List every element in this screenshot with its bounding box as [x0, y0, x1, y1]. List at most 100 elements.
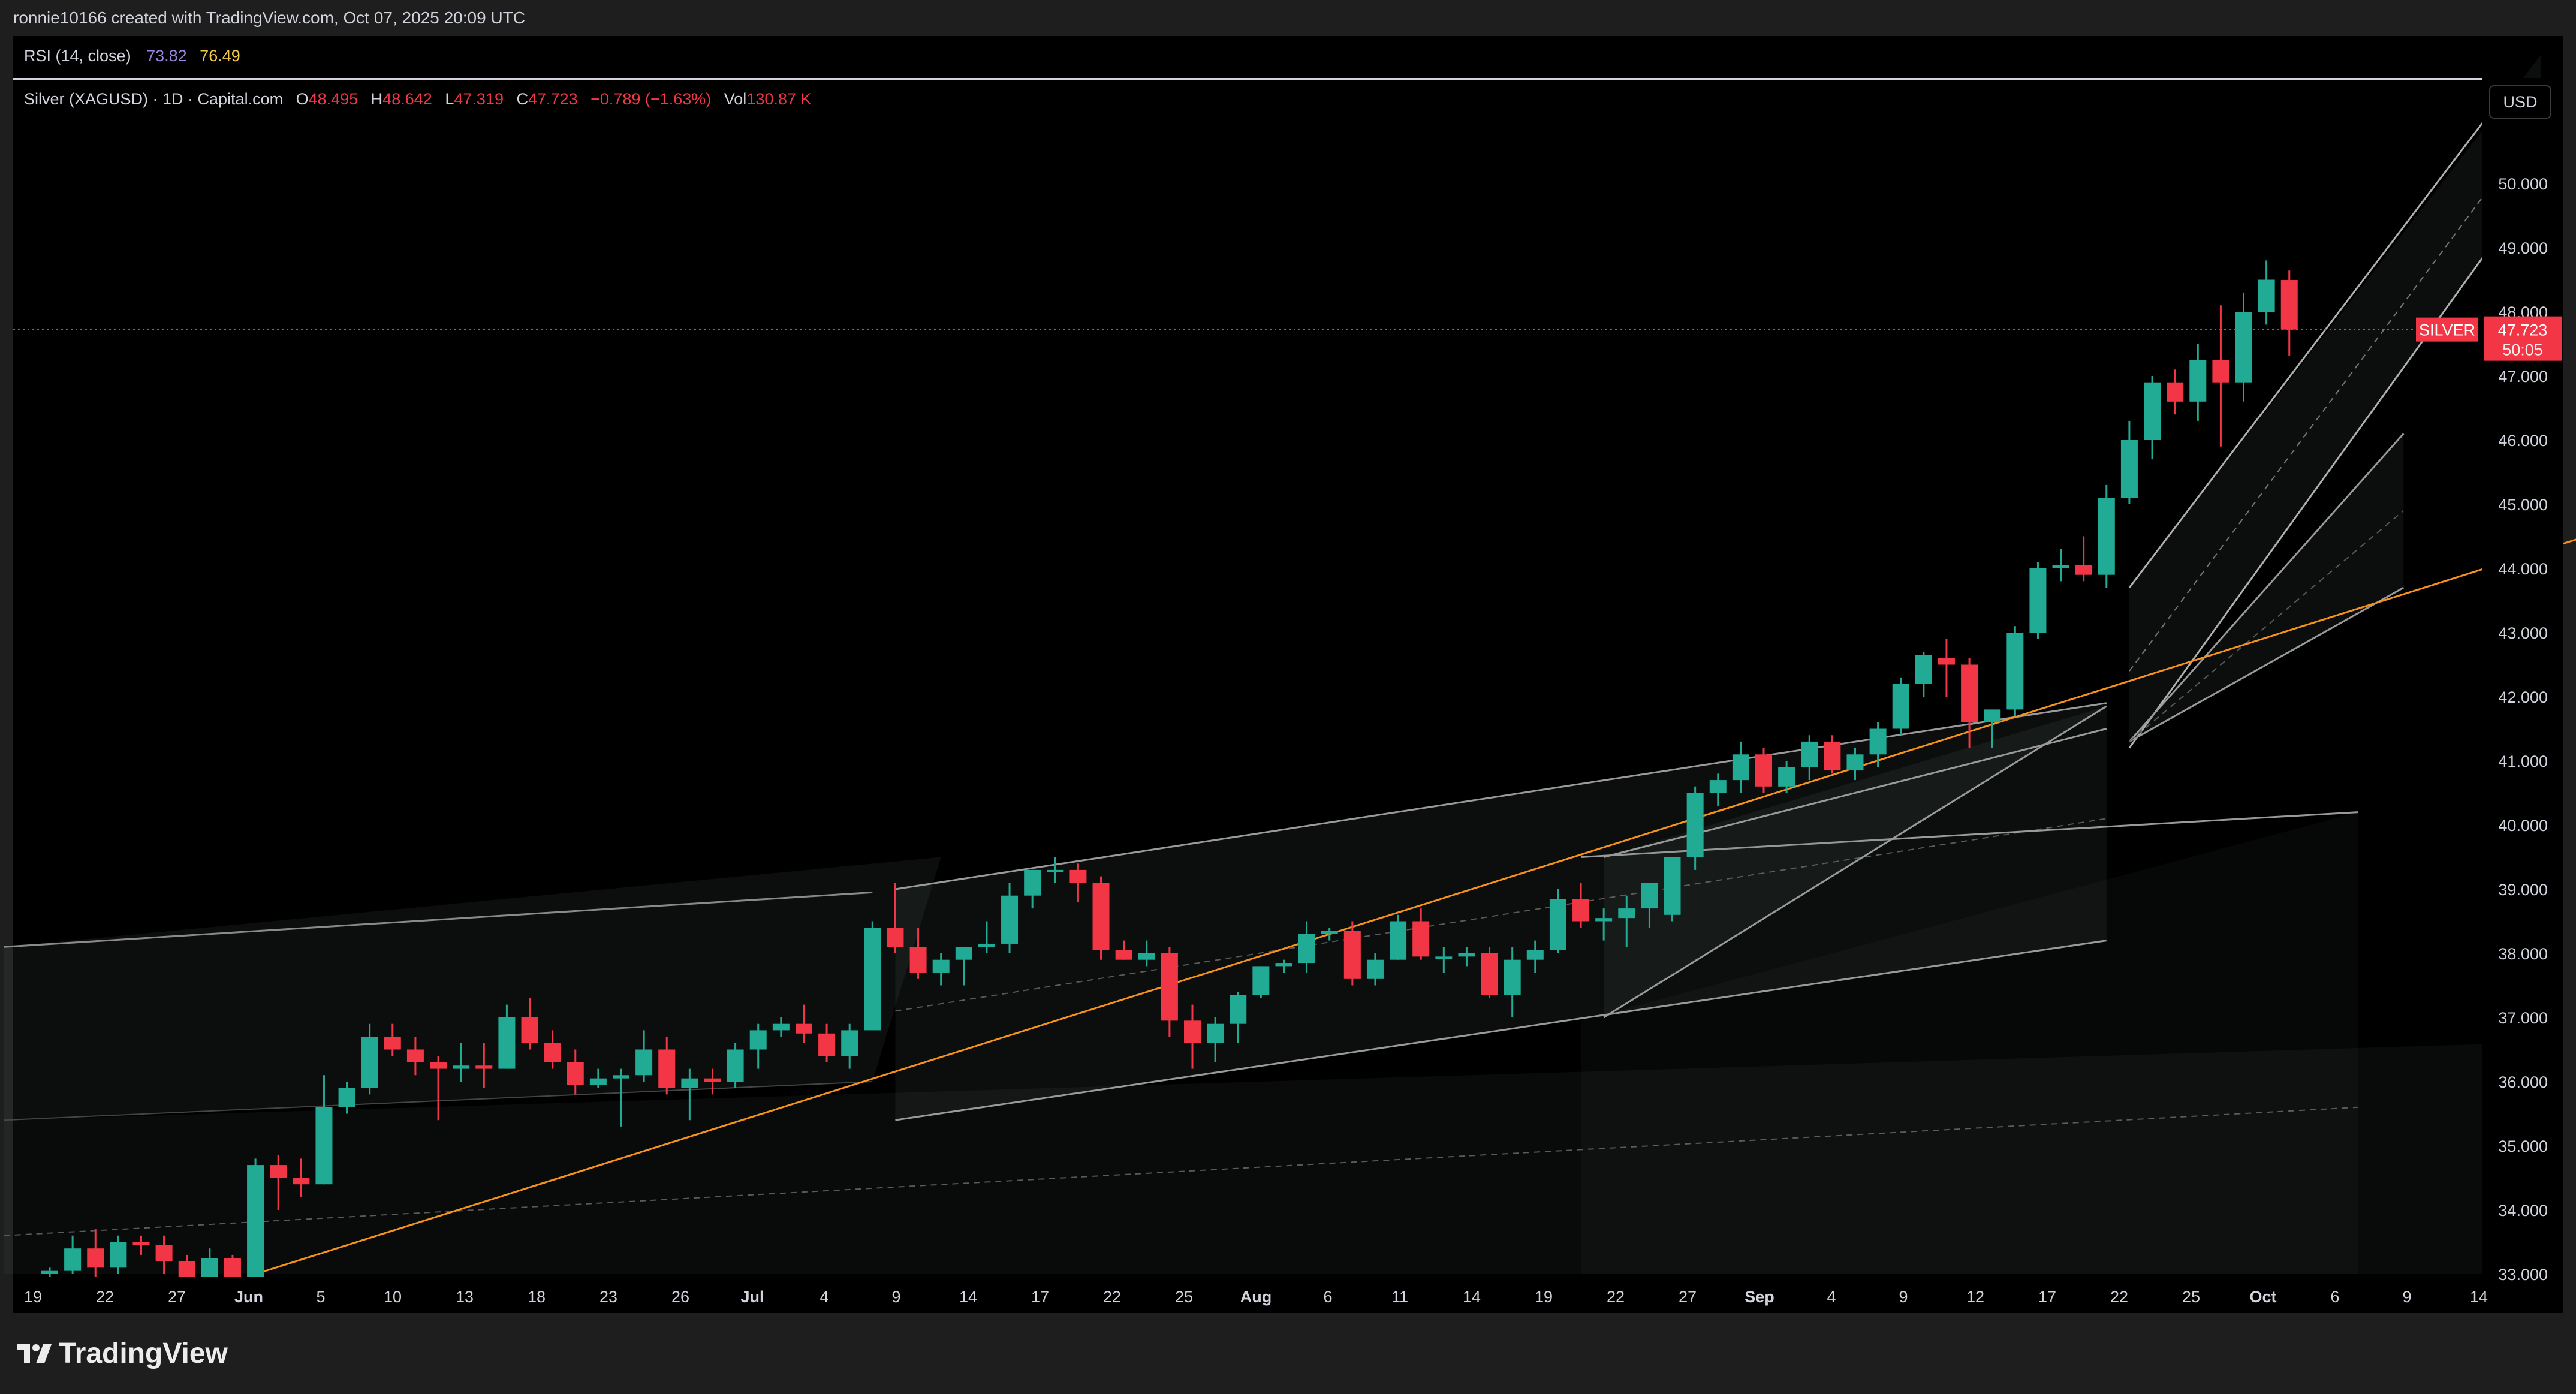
- candle-body[interactable]: [1938, 658, 1955, 665]
- candle-body[interactable]: [1298, 934, 1315, 964]
- candle-body[interactable]: [841, 1030, 858, 1056]
- candle-body[interactable]: [2120, 440, 2138, 498]
- candle-body[interactable]: [932, 959, 950, 973]
- candle-body[interactable]: [270, 1165, 287, 1178]
- candle-body[interactable]: [704, 1078, 721, 1082]
- candle-body[interactable]: [1138, 953, 1155, 960]
- candle-body[interactable]: [2098, 498, 2115, 575]
- candle-body[interactable]: [87, 1248, 104, 1268]
- candle-body[interactable]: [2189, 360, 2207, 402]
- candle-body[interactable]: [864, 928, 881, 1031]
- candle-body[interactable]: [1321, 931, 1338, 934]
- candle-body[interactable]: [1755, 754, 1772, 787]
- candle-body[interactable]: [978, 943, 995, 947]
- candle-body[interactable]: [1092, 883, 1110, 950]
- candle-body[interactable]: [315, 1107, 333, 1185]
- candle-body[interactable]: [1001, 895, 1019, 944]
- candle-body[interactable]: [406, 1049, 424, 1062]
- candle-body[interactable]: [361, 1037, 378, 1088]
- candle-body[interactable]: [1549, 899, 1566, 950]
- candle-body[interactable]: [1230, 995, 1247, 1024]
- candle-body[interactable]: [178, 1261, 195, 1278]
- candle-body[interactable]: [1892, 684, 1909, 729]
- candle-body[interactable]: [1778, 767, 1795, 787]
- candle-body[interactable]: [1846, 754, 1864, 771]
- candle-body[interactable]: [1458, 953, 1475, 957]
- candle-body[interactable]: [224, 1258, 241, 1278]
- candle-body[interactable]: [1366, 959, 1384, 979]
- candle-body[interactable]: [1481, 953, 1498, 995]
- candle-body[interactable]: [1390, 921, 1407, 960]
- candle-body[interactable]: [1024, 869, 1041, 896]
- candle-body[interactable]: [293, 1178, 310, 1185]
- candle-body[interactable]: [1869, 728, 1887, 755]
- candle-body[interactable]: [1595, 918, 1613, 922]
- candle-body[interactable]: [1275, 963, 1292, 967]
- candle-body[interactable]: [544, 1043, 561, 1062]
- candle-body[interactable]: [2280, 280, 2298, 330]
- candle-body[interactable]: [498, 1017, 516, 1069]
- candle-body[interactable]: [1618, 908, 1635, 919]
- rsi-pane[interactable]: RSI (14, close) 73.82 76.49: [13, 36, 2563, 80]
- candle-body[interactable]: [384, 1037, 401, 1050]
- candle-body[interactable]: [1161, 953, 1178, 1021]
- candle-body[interactable]: [1047, 869, 1064, 872]
- candle-body[interactable]: [64, 1248, 82, 1271]
- candle-body[interactable]: [1984, 709, 2001, 722]
- candle-body[interactable]: [795, 1023, 812, 1034]
- candle-body[interactable]: [2006, 633, 2024, 710]
- candle-body[interactable]: [727, 1049, 744, 1082]
- candle-body[interactable]: [1252, 966, 1270, 995]
- candle-body[interactable]: [2144, 382, 2161, 440]
- candle-body[interactable]: [2052, 565, 2069, 568]
- candle-body[interactable]: [1207, 1023, 1224, 1043]
- candle-body[interactable]: [1961, 664, 1978, 722]
- candle-body[interactable]: [201, 1258, 218, 1278]
- candle-body[interactable]: [567, 1062, 584, 1085]
- candle-body[interactable]: [749, 1030, 767, 1050]
- candle-body[interactable]: [430, 1062, 447, 1069]
- candle-body[interactable]: [1504, 959, 1521, 995]
- candle-body[interactable]: [1069, 869, 1087, 883]
- candle-body[interactable]: [2212, 360, 2229, 383]
- candle-body[interactable]: [658, 1049, 676, 1088]
- tradingview-logo[interactable]: TradingView: [17, 1337, 228, 1370]
- candle-body[interactable]: [1801, 741, 1818, 767]
- candle-body[interactable]: [1824, 741, 1841, 771]
- candle-body[interactable]: [1435, 956, 1453, 959]
- candle-body[interactable]: [635, 1049, 653, 1076]
- candle-body[interactable]: [247, 1165, 264, 1278]
- candle-body[interactable]: [110, 1242, 127, 1268]
- candle-body[interactable]: [681, 1078, 698, 1088]
- candle-body[interactable]: [887, 928, 904, 947]
- candle-body[interactable]: [613, 1075, 629, 1079]
- candle-body[interactable]: [132, 1242, 150, 1245]
- candle-body[interactable]: [2075, 565, 2092, 575]
- candle-body[interactable]: [2029, 568, 2047, 633]
- candle-body[interactable]: [1115, 950, 1132, 960]
- candle-body[interactable]: [1572, 899, 1590, 922]
- candle-body[interactable]: [1686, 793, 1704, 857]
- candle-body[interactable]: [1412, 921, 1430, 957]
- candle-body[interactable]: [41, 1270, 58, 1274]
- candle-body[interactable]: [2258, 279, 2275, 312]
- candle-body[interactable]: [772, 1023, 790, 1031]
- candle-body[interactable]: [155, 1245, 173, 1261]
- candle-body[interactable]: [1709, 780, 1727, 793]
- candle-body[interactable]: [1184, 1020, 1201, 1043]
- candle-body[interactable]: [818, 1033, 836, 1056]
- currency-button[interactable]: USD: [2489, 85, 2551, 119]
- candle-body[interactable]: [2235, 312, 2252, 383]
- candle-body[interactable]: [1732, 754, 1749, 781]
- candle-body[interactable]: [589, 1078, 607, 1085]
- candle-body[interactable]: [1664, 857, 1681, 915]
- candle-body[interactable]: [2167, 382, 2184, 402]
- candle-body[interactable]: [475, 1065, 493, 1069]
- candle-body[interactable]: [338, 1088, 355, 1107]
- candle-body[interactable]: [955, 947, 972, 960]
- candle-body[interactable]: [1343, 931, 1361, 979]
- candle-body[interactable]: [1915, 655, 1932, 684]
- candle-body[interactable]: [909, 947, 927, 973]
- candle-body[interactable]: [453, 1065, 470, 1069]
